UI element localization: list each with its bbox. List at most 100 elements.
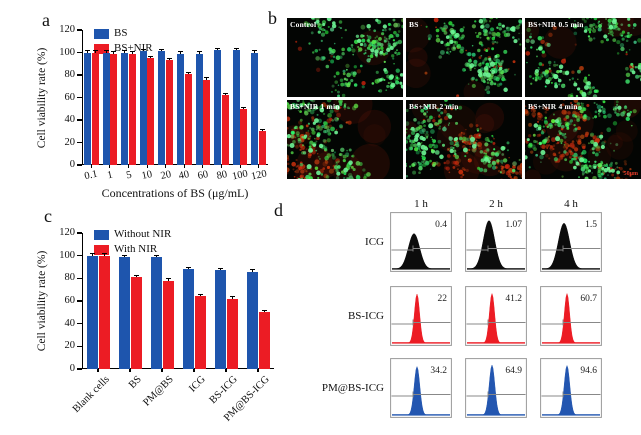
row-label: ICG xyxy=(365,236,384,248)
error-bar xyxy=(199,294,201,297)
y-tick-label: 120 xyxy=(59,227,75,238)
y-tick xyxy=(77,164,82,166)
flow-histogram: 1.07 xyxy=(465,212,527,272)
error-bar xyxy=(91,253,93,256)
y-tick-label: 100 xyxy=(59,46,75,58)
y-tick xyxy=(77,232,82,234)
x-tick xyxy=(220,165,223,168)
image-label: BS+NIR 2 min xyxy=(409,102,459,111)
x-tick xyxy=(127,165,130,168)
legend-label: Without NIR xyxy=(114,228,172,240)
image-label: BS+NIR 4 min xyxy=(528,102,578,111)
error-bar xyxy=(217,48,219,51)
panel-a-bar-chart: 0 20 40 60 80 100 120 Cell viability rate (%) Co… xyxy=(36,8,278,200)
histogram-peak xyxy=(391,233,450,270)
bar-c-Without NIR-BS xyxy=(118,256,130,369)
gate-value: 60.7 xyxy=(580,294,597,304)
bar-a-BS+NIR-1 xyxy=(110,53,118,165)
error-bar-cap xyxy=(133,274,139,276)
histogram-box xyxy=(390,358,452,418)
legend-item: With NIR xyxy=(94,244,157,255)
bar-a-BS+NIR-10 xyxy=(147,58,155,165)
bar-a-BS+NIR-5 xyxy=(128,53,136,165)
error-bar xyxy=(262,129,263,132)
error-bar xyxy=(263,310,265,313)
error-bar-cap xyxy=(196,51,202,53)
gate-line xyxy=(541,245,601,252)
row-label: PM@BS-ICG xyxy=(321,382,384,394)
bar-c-With NIR-ICG xyxy=(194,296,206,369)
bar-a-BS-100 xyxy=(232,50,240,165)
panel-letter-d: d xyxy=(274,200,283,220)
microscopy-image-cell: BS+NIR 4 min 50μm xyxy=(525,100,641,179)
error-bar-cap xyxy=(233,48,239,49)
y-tick-label: 80 xyxy=(64,69,76,80)
error-bar-cap xyxy=(92,50,98,52)
error-bar-cap xyxy=(159,49,165,51)
error-bar xyxy=(135,274,137,278)
gate-value: 64.9 xyxy=(505,366,522,376)
error-bar xyxy=(105,50,107,53)
y-axis-title: Cell viability rate (%) xyxy=(36,47,48,148)
bar-a-BS+NIR-60 xyxy=(203,79,211,165)
y-tick-label: 100 xyxy=(59,249,75,261)
gate-value: 94.6 xyxy=(580,366,597,376)
y-tick xyxy=(77,300,82,302)
histogram-peak xyxy=(392,293,450,344)
error-bar xyxy=(150,55,152,59)
y-tick-label: 60 xyxy=(64,91,76,103)
x-tick xyxy=(165,165,167,168)
histogram-peak xyxy=(542,292,600,344)
error-bar-cap xyxy=(217,268,223,270)
error-bar-cap xyxy=(140,49,146,51)
legend-item: BS xyxy=(94,28,127,39)
error-bar-cap xyxy=(101,253,107,255)
bar-a-BS+NIR-100 xyxy=(240,108,248,165)
error-bar xyxy=(187,71,189,74)
flow-histogram: 41.2 xyxy=(465,286,527,346)
error-bar-cap xyxy=(260,129,265,130)
error-bar-cap xyxy=(204,77,210,79)
gate-line xyxy=(541,319,601,326)
error-bar xyxy=(103,253,105,256)
bar-a-BS-0.1 xyxy=(84,52,91,165)
error-bar-cap xyxy=(252,50,258,52)
y-tick xyxy=(77,74,82,76)
gate-value: 1.5 xyxy=(585,220,597,230)
gate-line xyxy=(466,319,526,326)
bar-a-BS-80 xyxy=(214,50,222,165)
microscopy-image-cell: BS+NIR 2 min xyxy=(406,100,522,179)
flow-histogram: 34.2 xyxy=(390,358,452,418)
bar-a-BS-10 xyxy=(139,51,147,165)
legend-item: Without NIR xyxy=(94,229,171,240)
column-header: 4 h xyxy=(564,198,578,210)
column-header: 1 h xyxy=(414,198,428,210)
gate-line xyxy=(541,391,601,398)
error-bar-cap xyxy=(148,55,154,57)
bar-a-BS-1 xyxy=(102,52,110,165)
x-tick xyxy=(258,165,260,168)
bar-a-BS-5 xyxy=(121,52,129,165)
microscopy-canvas xyxy=(287,18,403,97)
legend-label: BS+NIR xyxy=(114,42,153,54)
flow-histogram: 94.6 xyxy=(540,358,602,418)
gate-line xyxy=(391,319,451,326)
error-bar-cap xyxy=(229,296,235,298)
y-axis-title: Cell viability rate (%) xyxy=(36,250,48,352)
x-tick xyxy=(193,369,195,372)
error-bar-cap xyxy=(111,51,117,53)
x-axis-title: Concentrations of BS (μg/mL) xyxy=(101,186,249,200)
y-tick xyxy=(77,368,82,370)
error-bar xyxy=(87,50,88,53)
error-bar-cap xyxy=(185,71,191,73)
error-bar-cap xyxy=(215,48,221,49)
microscopy-canvas xyxy=(406,18,522,97)
legend-swatch xyxy=(94,244,109,255)
histogram-peak xyxy=(542,364,600,416)
bar-a-BS+NIR-0.1 xyxy=(91,52,99,165)
error-bar-cap xyxy=(165,278,171,280)
panel-letter-b: b xyxy=(268,8,277,28)
gate-value: 1.07 xyxy=(505,220,522,230)
x-tick xyxy=(146,165,148,168)
